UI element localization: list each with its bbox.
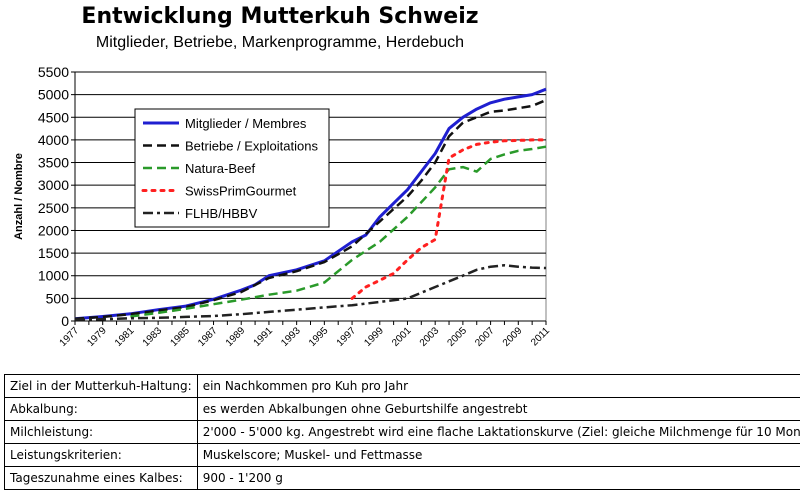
- y-tick-label: 4500: [38, 109, 69, 125]
- y-tick-label: 5000: [38, 87, 69, 103]
- row-value: 900 - 1'200 g: [196, 466, 800, 490]
- row-label: Leistungskriterien:: [4, 443, 198, 467]
- x-tick-label: 2009: [501, 325, 525, 349]
- y-tick-label: 0: [61, 313, 69, 329]
- legend-box: [134, 108, 330, 228]
- table-row: Tageszunahme eines Kalbes: 900 - 1'200 g: [4, 466, 800, 490]
- y-tick-label: 1000: [38, 268, 69, 284]
- chart-area: Entwicklung Mutterkuh Schweiz Mitglieder…: [13, 4, 552, 349]
- info-table: Ziel in der Mutterkuh-Haltung: ein Nachk…: [4, 374, 800, 490]
- table-row: Abkalbung: es werden Abkalbungen ohne Ge…: [4, 397, 800, 421]
- row-value: es werden Abkalbungen ohne Geburtshilfe …: [196, 397, 800, 421]
- x-tick-label: 1979: [85, 325, 109, 349]
- row-label: Ziel in der Mutterkuh-Haltung:: [4, 374, 198, 398]
- x-tick-label: 1987: [196, 325, 220, 349]
- y-tick-label: 2500: [38, 200, 69, 216]
- x-tick-label: 1993: [279, 325, 303, 349]
- x-tick-label: 1989: [224, 325, 248, 349]
- table-row: Ziel in der Mutterkuh-Haltung: ein Nachk…: [4, 374, 800, 398]
- legend-label: Natura-Beef: [185, 161, 255, 176]
- row-label: Abkalbung:: [4, 397, 198, 421]
- table-row: Leistungskriterien: Muskelscore; Muskel-…: [4, 443, 800, 467]
- series-line-swissprimgourmet: [350, 138, 548, 300]
- x-tick-label: 2003: [418, 325, 442, 349]
- y-tick-label: 500: [46, 290, 70, 306]
- line-chart: 0 500 1000 1500 2000 2500 3000 3500 4000 4500 5000…: [13, 64, 552, 349]
- row-label: Tageszunahme eines Kalbes:: [4, 466, 198, 490]
- legend-label: Mitglieder / Membres: [185, 116, 307, 131]
- row-value: ein Nachkommen pro Kuh pro Jahr: [196, 374, 800, 398]
- x-tick-label: 1981: [113, 325, 137, 349]
- x-tick-label: 1985: [168, 325, 192, 349]
- y-tick-label: 4000: [38, 132, 69, 148]
- y-tick-label: 5500: [38, 64, 69, 80]
- row-label: Milchleistung:: [4, 420, 198, 444]
- row-value: 2'000 - 5'000 kg. Angestrebt wird eine f…: [196, 420, 800, 444]
- y-axis-label: Anzahl / Nombre: [13, 153, 25, 240]
- x-tick-label: 1997: [335, 325, 359, 349]
- x-tick-label: 2011: [529, 325, 552, 348]
- y-tick-label: 3500: [38, 155, 69, 171]
- series-line-betriebe-exploitations: [74, 98, 547, 320]
- x-tick-label: 2007: [473, 325, 497, 349]
- x-tick-label: 1995: [307, 325, 331, 349]
- y-tick-label: 1500: [38, 245, 69, 261]
- legend-label: Betriebe / Exploitations: [185, 139, 318, 154]
- series-line-natura-beef: [130, 145, 547, 318]
- legend-label: FLHB/HBBV: [185, 206, 258, 221]
- x-tick-label: 2001: [390, 325, 414, 349]
- chart-subtitle: Mitglieder, Betriebe, Markenprogramme, H…: [95, 34, 465, 51]
- x-tick-label: 1983: [141, 325, 165, 349]
- y-tick-label: 2000: [38, 222, 69, 238]
- row-value: Muskelscore; Muskel- und Fettmasse: [196, 443, 800, 467]
- table-row: Milchleistung: 2'000 - 5'000 kg. Angestr…: [4, 420, 800, 444]
- series-line-flhb-hbbv: [74, 264, 547, 321]
- legend-label: SwissPrimGourmet: [185, 184, 297, 199]
- x-tick-label: 1991: [252, 325, 276, 349]
- chart-title: Entwicklung Mutterkuh Schweiz: [81, 4, 479, 29]
- y-tick-label: 3000: [38, 177, 69, 193]
- x-tick-label: 1999: [362, 325, 386, 349]
- x-tick-label: 2005: [445, 325, 469, 349]
